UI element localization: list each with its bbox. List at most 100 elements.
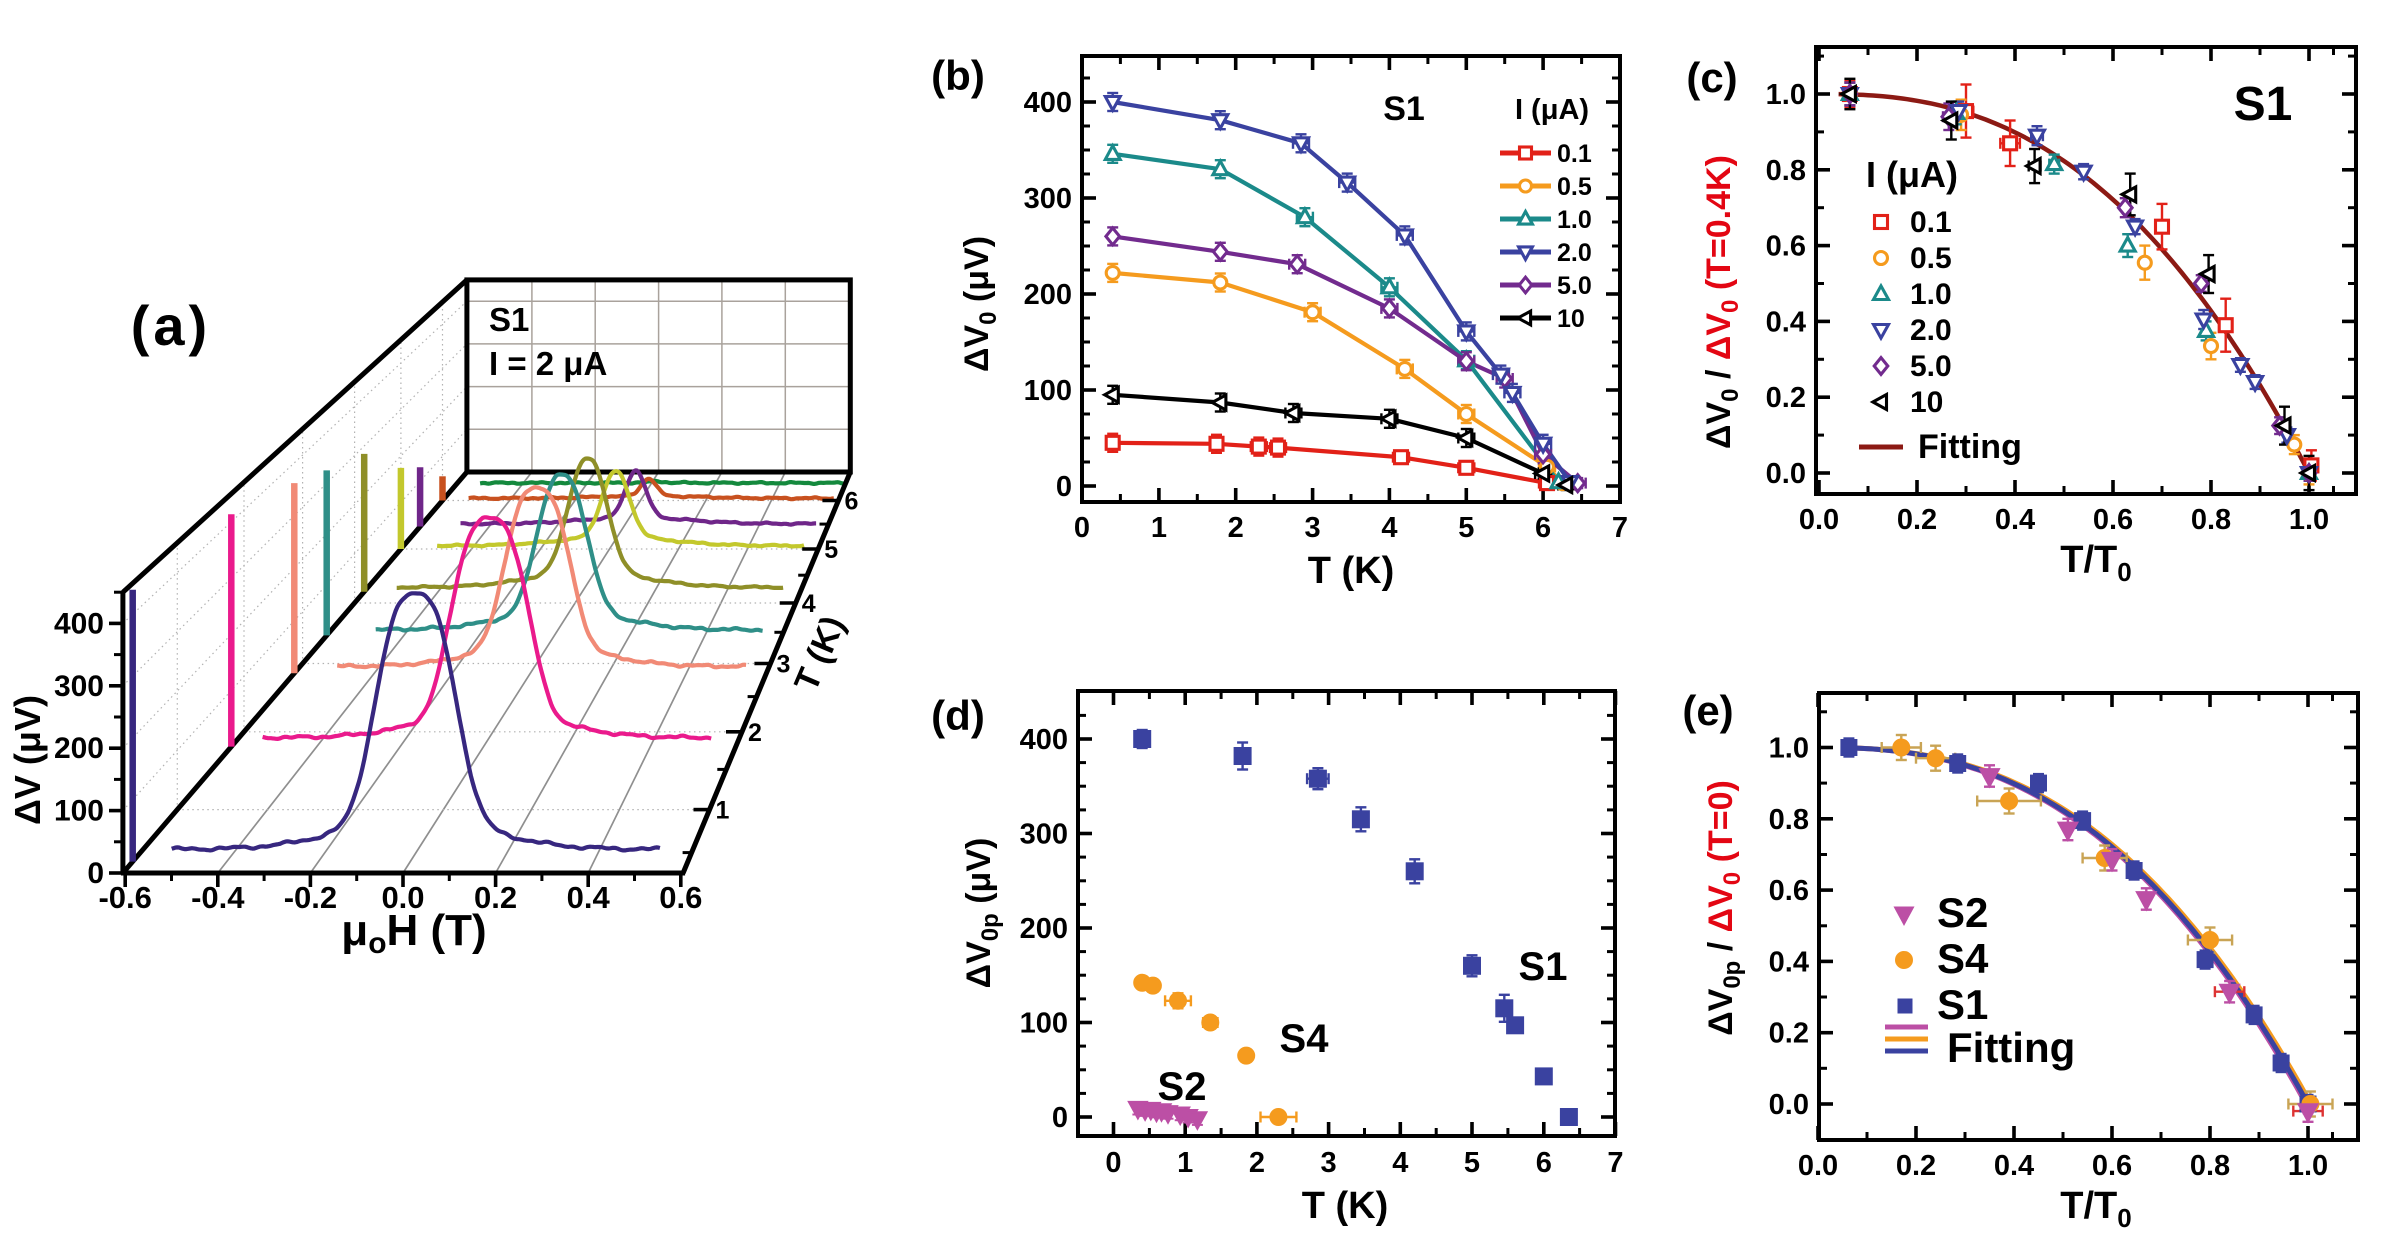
svg-text:10: 10 — [1557, 305, 1585, 333]
svg-text:3: 3 — [1305, 512, 1321, 544]
svg-text:S1: S1 — [1383, 90, 1425, 128]
svg-text:3: 3 — [1321, 1147, 1337, 1179]
svg-text:S1: S1 — [1937, 981, 1988, 1028]
svg-text:(e): (e) — [1682, 687, 1733, 734]
svg-text:0.1: 0.1 — [1557, 140, 1592, 168]
svg-text:0.8: 0.8 — [2191, 504, 2231, 536]
svg-text:(d): (d) — [931, 692, 985, 739]
svg-text:0.6: 0.6 — [659, 880, 702, 915]
svg-text:5: 5 — [1464, 1147, 1480, 1179]
svg-text:2: 2 — [1249, 1147, 1265, 1179]
svg-text:0.8: 0.8 — [1766, 155, 1806, 187]
svg-text:300: 300 — [1020, 819, 1068, 851]
svg-text:200: 200 — [1024, 279, 1072, 311]
svg-text:6: 6 — [844, 488, 858, 516]
svg-text:I (μA): I (μA) — [1866, 154, 1958, 195]
svg-text:-0.6: -0.6 — [98, 880, 151, 915]
svg-text:1: 1 — [716, 797, 730, 825]
svg-text:0.5: 0.5 — [1910, 242, 1952, 275]
svg-text:100: 100 — [1020, 1008, 1068, 1040]
svg-text:4: 4 — [1392, 1147, 1408, 1179]
svg-text:200: 200 — [1020, 913, 1068, 945]
svg-text:0.6: 0.6 — [2092, 1150, 2132, 1182]
svg-text:100: 100 — [1024, 375, 1072, 407]
svg-text:T (K): T (K) — [1308, 550, 1395, 592]
svg-text:0.2: 0.2 — [1766, 382, 1806, 414]
svg-text:7: 7 — [1607, 1147, 1623, 1179]
svg-text:ΔV (μV): ΔV (μV) — [7, 695, 48, 825]
svg-text:S4: S4 — [1937, 935, 1989, 982]
svg-text:I = 2 μA: I = 2 μA — [489, 345, 607, 382]
svg-text:400: 400 — [1024, 87, 1072, 119]
svg-text:0.4: 0.4 — [1769, 946, 1809, 978]
svg-text:0.6: 0.6 — [2093, 504, 2133, 536]
svg-text:0: 0 — [87, 857, 104, 890]
svg-text:0.0: 0.0 — [1799, 504, 1839, 536]
svg-text:1.0: 1.0 — [2289, 504, 2329, 536]
svg-text:4: 4 — [1381, 512, 1397, 544]
svg-text:300: 300 — [54, 670, 104, 703]
svg-text:0.0: 0.0 — [1766, 458, 1806, 490]
svg-text:S2: S2 — [1937, 889, 1988, 936]
svg-text:1.0: 1.0 — [1557, 206, 1592, 234]
svg-text:(c): (c) — [1686, 54, 1737, 101]
svg-text:ΔV0 / ΔV0 (T=0.4K): ΔV0 / ΔV0 (T=0.4K) — [1700, 155, 1744, 449]
svg-text:5: 5 — [1458, 512, 1474, 544]
svg-text:1.0: 1.0 — [1910, 278, 1952, 311]
svg-text:Fitting: Fitting — [1947, 1024, 2075, 1071]
svg-text:2: 2 — [1228, 512, 1244, 544]
svg-text:Fitting: Fitting — [1918, 428, 2022, 466]
svg-text:0.2: 0.2 — [1897, 504, 1937, 536]
svg-text:ΔV0p / ΔV0 (T=0): ΔV0p / ΔV0 (T=0) — [1702, 780, 1746, 1036]
svg-text:S2: S2 — [1158, 1065, 1207, 1109]
svg-text:0.2: 0.2 — [474, 880, 517, 915]
svg-text:0: 0 — [1074, 512, 1090, 544]
svg-text:0.2: 0.2 — [1896, 1150, 1936, 1182]
svg-text:7: 7 — [1612, 512, 1628, 544]
svg-text:1.0: 1.0 — [2288, 1150, 2328, 1182]
svg-text:2: 2 — [748, 719, 762, 747]
svg-text:0.4: 0.4 — [1995, 504, 2035, 536]
svg-text:0: 0 — [1105, 1147, 1121, 1179]
svg-text:0.0: 0.0 — [1798, 1150, 1838, 1182]
svg-text:0.0: 0.0 — [1769, 1089, 1809, 1121]
svg-text:2.0: 2.0 — [1910, 314, 1952, 347]
svg-text:0.4: 0.4 — [1766, 306, 1806, 338]
svg-text:μoH (T): μoH (T) — [341, 906, 486, 960]
svg-text:0: 0 — [1052, 1102, 1068, 1134]
svg-text:0.1: 0.1 — [1910, 206, 1952, 239]
svg-text:10: 10 — [1910, 386, 1943, 419]
svg-text:4: 4 — [802, 590, 816, 618]
svg-text:0.8: 0.8 — [2190, 1150, 2230, 1182]
svg-text:-0.4: -0.4 — [191, 880, 245, 915]
svg-text:400: 400 — [1020, 724, 1068, 756]
svg-text:(b): (b) — [931, 52, 985, 99]
svg-text:I (μA): I (μA) — [1515, 94, 1589, 126]
svg-text:S4: S4 — [1280, 1017, 1330, 1061]
svg-text:300: 300 — [1024, 183, 1072, 215]
svg-text:1: 1 — [1177, 1147, 1193, 1179]
svg-text:3: 3 — [776, 651, 790, 679]
svg-text:200: 200 — [54, 732, 104, 765]
svg-text:0.4: 0.4 — [567, 880, 611, 915]
svg-text:ΔV0 (μV): ΔV0 (μV) — [958, 236, 1002, 372]
svg-text:5.0: 5.0 — [1557, 272, 1592, 300]
svg-text:T (K): T (K) — [1302, 1185, 1389, 1227]
svg-text:(a): (a) — [131, 294, 211, 357]
svg-text:0.5: 0.5 — [1557, 173, 1592, 201]
svg-text:1.0: 1.0 — [1766, 79, 1806, 111]
svg-text:0: 0 — [1056, 471, 1072, 503]
svg-text:0.0: 0.0 — [381, 880, 424, 915]
svg-text:ΔV0p (μV): ΔV0p (μV) — [960, 838, 1004, 989]
svg-text:S1: S1 — [489, 301, 529, 338]
svg-text:S1: S1 — [2234, 78, 2293, 131]
svg-text:-0.2: -0.2 — [284, 880, 337, 915]
svg-text:0.8: 0.8 — [1769, 804, 1809, 836]
svg-text:100: 100 — [54, 795, 104, 828]
svg-text:400: 400 — [54, 607, 104, 640]
svg-text:6: 6 — [1536, 1147, 1552, 1179]
svg-text:2.0: 2.0 — [1557, 239, 1592, 267]
svg-text:0.6: 0.6 — [1769, 875, 1809, 907]
svg-text:6: 6 — [1535, 512, 1551, 544]
svg-text:S1: S1 — [1519, 945, 1568, 989]
